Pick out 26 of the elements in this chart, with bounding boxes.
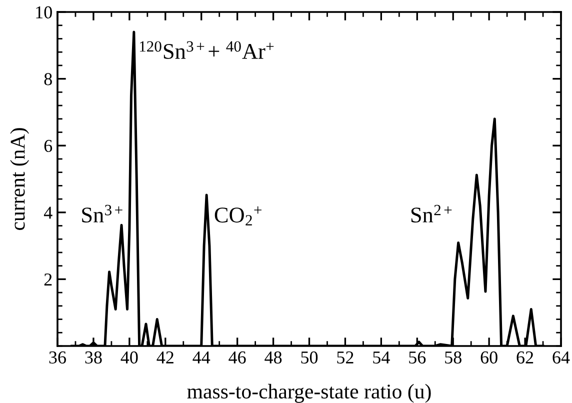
x-tick-label: 42 <box>156 351 174 364</box>
y-tick-label: 6 <box>44 140 52 152</box>
x-tick-label: 54 <box>373 352 390 364</box>
x-tick-label: 46 <box>228 351 246 364</box>
annotation: $^{120}$Sn$^{3+}$+ $^{40}$Ar$^{+}$ <box>140 41 274 59</box>
y-tick-label: 2 <box>44 274 52 286</box>
annotation: Sn$^{2+}$ <box>411 204 452 223</box>
x-tick-label: 36 <box>49 351 66 364</box>
x-tick-label: 62 <box>516 351 534 364</box>
x-tick-label: 58 <box>445 351 462 364</box>
x-tick-label: 60 <box>480 351 498 364</box>
y-tick-label: 10 <box>36 6 52 18</box>
x-tick-label: 52 <box>337 351 354 364</box>
annotation: Sn$^{3+}$ <box>82 204 122 223</box>
y-tick-label: 4 <box>44 206 52 219</box>
y-tick-label: 8 <box>44 73 52 86</box>
x-tick-label: 50 <box>301 351 318 364</box>
x-tick-label: 40 <box>120 351 138 364</box>
x-axis-title: mass-to-charge-state ratio (u) <box>187 384 431 403</box>
x-tick-label: 64 <box>552 351 570 364</box>
x-tick-label: 56 <box>409 351 426 364</box>
x-tick-label: 38 <box>85 351 102 364</box>
x-tick-label: 44 <box>192 352 210 364</box>
x-tick-label: 48 <box>264 351 282 364</box>
annotation: CO$_{2}$$^{+}$ <box>214 206 262 226</box>
y-axis-title: current (nA) <box>10 128 30 230</box>
